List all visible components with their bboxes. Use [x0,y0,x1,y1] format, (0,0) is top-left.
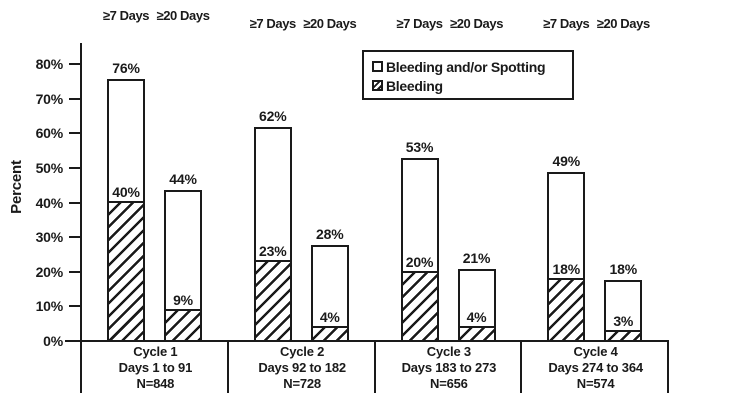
y-tick-mark [69,236,82,239]
bar-duration-header: ≥20 Days [449,16,504,31]
bar-total-value-label: 18% [609,261,638,277]
y-tick-label: 70% [35,90,64,107]
hatched-square-icon [372,80,383,91]
bar-bleeding-value-label: 3% [613,313,634,329]
cycle-label-line: Cycle 1 [133,344,178,359]
legend-item-bleeding: Bleeding [372,76,572,95]
bar-duration-header: ≥7 Days [543,16,590,31]
bar-total-value-label: 53% [405,139,434,155]
cycle-label-line: N=848 [136,376,175,391]
bar-bleeding-value-label: 9% [173,292,193,308]
y-tick-label: 0% [43,333,63,349]
cycle-separator [520,340,523,393]
open-square-icon [372,61,383,72]
bar-total-value-label: 44% [169,171,197,187]
y-tick-mark [69,201,82,204]
bar-bleeding-value-label: 18% [552,261,581,277]
bar-bleeding-value-label: 4% [466,309,487,325]
legend-label: Bleeding and/or Spotting [386,58,546,75]
cycle-separator [373,340,376,393]
y-axis-title: Percent [8,160,25,214]
cycle-separator [667,340,669,393]
cycle-label-line: Cycle 3 [426,344,471,359]
y-tick-mark [69,305,82,308]
bar-bleeding-value-label: 20% [405,254,434,270]
y-tick-mark [69,340,82,342]
bar-total-value-label: 76% [112,60,140,76]
y-tick-label: 60% [35,125,64,142]
y-tick-mark [69,97,82,100]
cycle-axis-label: Cycle 1 Days 1 to 91 N=848 [82,344,229,392]
cycle-label-line: Days 1 to 91 [118,360,193,375]
bar-duration-header: ≥20 Days [156,8,210,23]
bar-bleeding-and-or-spotting [400,158,439,342]
bar-total-value-label: 49% [552,153,581,169]
legend-item-bleeding-and-or-spotting: Bleeding and/or Spotting [372,57,572,76]
bar-bleeding-and-or-spotting [547,172,586,342]
y-tick-label: 10% [35,298,64,315]
x-axis-line [65,340,669,342]
y-tick-mark [69,132,82,135]
y-tick-mark [69,63,82,65]
bar-total-value-label: 21% [462,250,491,266]
bar-bleeding-hatched-segment [459,326,494,340]
y-tick-mark [69,270,82,273]
bar-bleeding-hatched-segment [312,326,347,340]
bar-bleeding-hatched-segment [402,271,437,340]
bar-bleeding-hatched-segment [255,260,290,340]
bar-duration-header: ≥7 Days [249,16,297,31]
bar-bleeding-value-label: 23% [259,243,287,259]
cycle-separator [80,340,82,393]
cycle-label-line: Cycle 4 [573,344,618,359]
bar-bleeding-and-or-spotting [310,245,349,342]
y-tick-label: 30% [35,229,64,246]
cycle-label-line: Days 183 to 273 [401,360,497,375]
bar-bleeding-hatched-segment [549,278,584,340]
bar-duration-header: ≥7 Days [396,16,443,31]
bar-bleeding-and-or-spotting [164,190,202,342]
cycle-label-line: N=656 [430,376,468,391]
y-tick-label: 20% [35,263,64,280]
cycle-label-line: Days 92 to 182 [258,360,346,375]
y-tick-mark [69,166,82,169]
bar-bleeding-value-label: 4% [319,309,340,325]
bar-bleeding-value-label: 40% [112,184,140,200]
bar-bleeding-and-or-spotting [107,79,145,342]
cycle-axis-label: Cycle 3 Days 183 to 273 N=656 [376,344,523,392]
legend: Bleeding and/or Spotting Bleeding [362,50,574,100]
bar-total-value-label: 62% [259,108,287,124]
bar-bleeding-hatched-segment [109,201,143,340]
cycle-axis-label: Cycle 4 Days 274 to 364 N=574 [522,344,669,392]
bar-bleeding-hatched-segment [166,309,200,340]
y-axis-line [80,43,82,340]
cycle-label-line: Cycle 2 [280,344,325,359]
legend-label: Bleeding [386,77,443,94]
y-tick-label: 80% [35,56,64,72]
y-tick-label: 40% [35,194,64,211]
cycle-axis-label: Cycle 2 Days 92 to 182 N=728 [229,344,376,392]
bar-bleeding-and-or-spotting [253,127,292,342]
bar-total-value-label: 28% [316,226,344,242]
bar-duration-header: ≥7 Days [102,8,150,23]
bar-duration-header: ≥20 Days [303,16,357,31]
cycle-label-line: Days 274 to 364 [548,360,643,375]
bar-bleeding-and-or-spotting [604,280,643,342]
cycle-label-line: N=574 [576,376,615,391]
cycle-label-line: N=728 [283,376,321,391]
bar-bleeding-hatched-segment [606,330,641,340]
bar-bleeding-and-or-spotting [457,269,496,342]
cycle-separator [226,340,229,393]
y-tick-label: 50% [35,159,64,176]
bar-duration-header: ≥20 Days [596,16,650,31]
